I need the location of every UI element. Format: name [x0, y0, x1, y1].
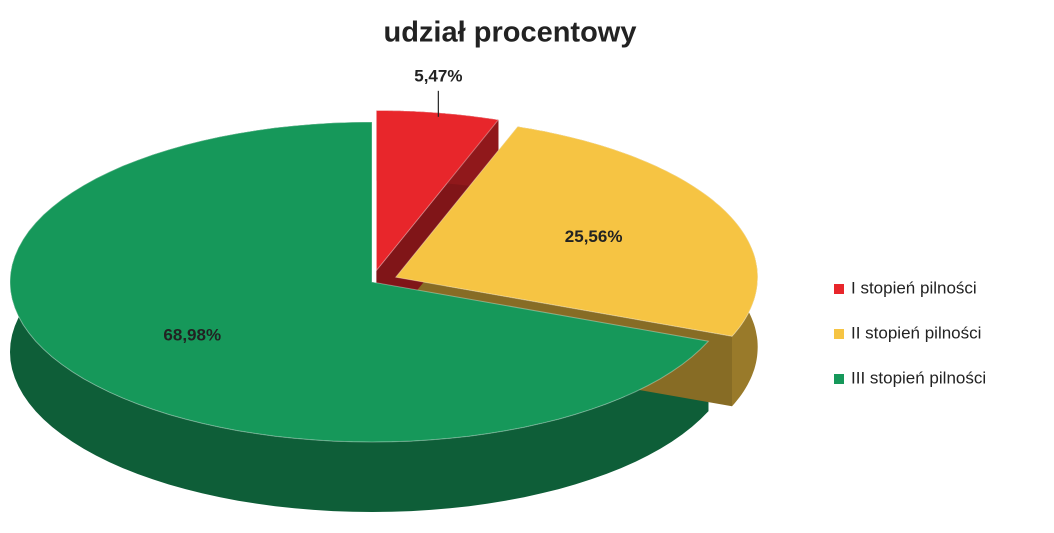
legend-label: I stopień pilności	[851, 278, 977, 297]
legend-swatch	[834, 284, 844, 294]
legend-swatch	[834, 329, 844, 339]
slice	[9, 121, 710, 443]
chart-title: udział procentowy	[384, 17, 637, 49]
legend-label: III stopień pilności	[851, 368, 986, 387]
legend-label: II stopień pilności	[851, 323, 981, 342]
slice	[394, 125, 759, 337]
legend-swatch	[834, 374, 844, 384]
value-label: 68,98%	[163, 325, 221, 344]
value-label: 25,56%	[565, 227, 623, 246]
value-label: 5,47%	[414, 66, 462, 85]
